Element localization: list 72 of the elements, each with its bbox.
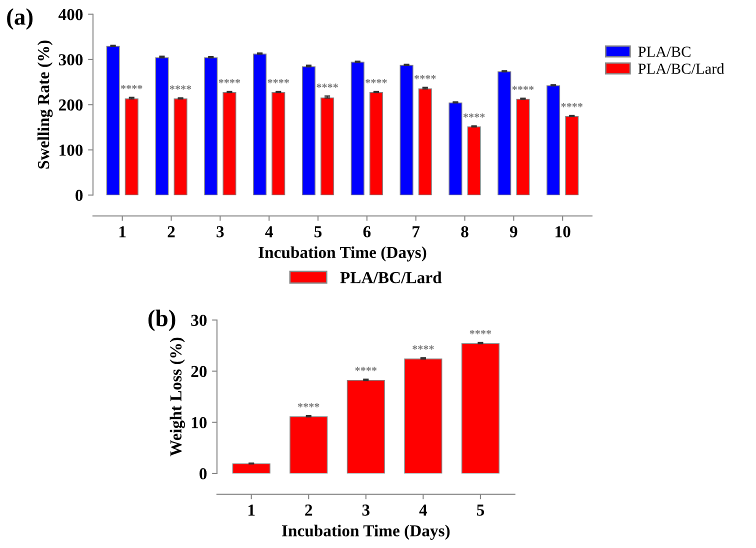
y-axis-title: Weight Loss (%) [170, 338, 186, 456]
x-tick-label: 2 [168, 226, 175, 238]
bar [290, 416, 328, 474]
y-tick-label: 20 [191, 366, 207, 378]
annotation: **** [268, 79, 290, 84]
y-tick-label: 0 [200, 468, 207, 480]
bar [418, 88, 432, 196]
annotation: **** [218, 79, 240, 84]
y-tick-label: 200 [58, 99, 83, 111]
bar [467, 126, 481, 196]
legend-label: PLA/BC/Lard [638, 63, 724, 74]
annotation: **** [366, 79, 387, 84]
y-tick-label: 0 [76, 190, 83, 202]
x-tick-label: 4 [265, 226, 273, 238]
y-tick-label: 10 [192, 417, 207, 428]
x-tick-label: 5 [476, 504, 484, 516]
bar [404, 358, 442, 474]
annotation: **** [316, 84, 338, 88]
bar [222, 92, 236, 196]
annotation: **** [412, 345, 434, 350]
x-tick-label: 5 [314, 226, 322, 238]
bar [498, 71, 512, 196]
x-tick-label: 9 [510, 226, 518, 238]
annotation: **** [414, 75, 436, 80]
legend-label: PLA/BC/Lard [340, 272, 442, 284]
annotation: **** [120, 84, 142, 90]
chart-title: (a) [7, 8, 33, 30]
bar [320, 97, 334, 196]
x-tick-label: 7 [412, 226, 420, 238]
annotation: **** [170, 85, 192, 90]
annotation: **** [298, 403, 320, 408]
x-tick-label: 3 [216, 226, 224, 238]
annotation: **** [561, 103, 583, 108]
y-tick-label: 300 [58, 54, 83, 66]
x-tick-label: 6 [363, 226, 371, 238]
x-axis-title: Incubation Time (Days) [258, 246, 426, 262]
x-tick-label: 8 [461, 226, 468, 238]
bar [346, 380, 385, 474]
x-tick-label: 1 [248, 504, 255, 516]
bar [174, 98, 188, 196]
x-tick-label: 1 [120, 226, 126, 238]
y-axis-title: Swelling Rate (%) [37, 40, 53, 169]
y-tick-label: 100 [60, 144, 83, 156]
bar [448, 102, 462, 196]
x-axis-title: Incubation Time (Days) [282, 524, 450, 540]
bar [400, 64, 414, 196]
chart-title: (b) [148, 310, 176, 332]
bar [565, 116, 579, 196]
annotation: **** [512, 86, 534, 90]
annotation: **** [355, 366, 377, 372]
bar [124, 98, 138, 196]
x-tick-label: 4 [419, 504, 428, 516]
bar [204, 57, 218, 196]
bar [516, 98, 530, 196]
bar [350, 62, 364, 196]
x-tick-label: 2 [305, 504, 312, 516]
annotation: **** [463, 113, 485, 118]
annotation: **** [470, 330, 492, 334]
bar [253, 54, 267, 196]
bar [302, 66, 316, 196]
bar [232, 463, 270, 474]
x-tick-label: 3 [362, 504, 370, 516]
bar [272, 92, 286, 196]
y-tick-label: 400 [58, 8, 83, 20]
y-tick-label: 30 [191, 314, 207, 326]
legend-label: PLA/BC [638, 46, 690, 57]
x-tick-label: 10 [556, 226, 570, 238]
bar [369, 92, 383, 196]
bar [461, 343, 500, 474]
bar [546, 85, 560, 196]
bar [155, 57, 169, 196]
bar [106, 46, 120, 196]
